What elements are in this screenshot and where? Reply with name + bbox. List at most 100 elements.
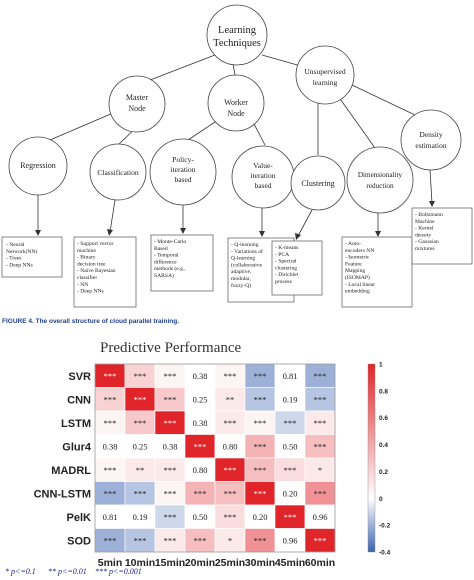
heatmap-cell-label: ***: [164, 371, 177, 381]
leaf-line: - Deep NNs: [6, 262, 33, 268]
heatmap-cell-label: ***: [134, 371, 147, 381]
heatmap-cell-label: 0.80: [223, 441, 238, 451]
leaf-line: - Support vector: [77, 241, 113, 247]
heatmap-cell-label: ***: [314, 418, 327, 428]
leaf-line: - Kernel: [415, 226, 434, 232]
heatmap-cell-label: ***: [164, 418, 177, 428]
heatmap-cell-label: ***: [104, 535, 117, 545]
leaf-text-classification: - Support vector machine - Binary decision …: [77, 241, 116, 295]
heatmap-cell-label: 0.38: [163, 441, 178, 451]
heatmap-cell-label: ***: [104, 371, 117, 381]
leaf-line: - Trees: [6, 256, 21, 262]
heatmap-row-label: Glur4: [62, 441, 92, 453]
heatmap-cell-label: 0.50: [283, 441, 298, 451]
tree-node-density: Density estimation: [400, 109, 462, 171]
colorbar-gradient: [367, 363, 376, 553]
heatmap-row-label: SVR: [68, 371, 91, 383]
arrow-dimred-leaf: [375, 231, 381, 237]
heatmap-cell-label: ***: [314, 488, 327, 498]
leaf-line: difference: [154, 258, 177, 265]
leaf-box-clustering: - K-means - PCA - Spectral clustering - Diri…: [271, 240, 323, 296]
heatmap-cell-label: ***: [164, 465, 177, 475]
leaf-line: clustering: [275, 265, 297, 271]
leaf-line: (ISOMAP): [345, 274, 370, 281]
leaf-line: - Monte-Carlo: [154, 239, 186, 245]
leaf-line: - Variations of: [231, 248, 263, 255]
heatmap-cell-label: 0.96: [283, 535, 298, 545]
leaf-line: - Neural: [6, 242, 25, 248]
heatmap-cell-label: ***: [284, 418, 297, 428]
tree-node-regression: Regression: [8, 136, 68, 196]
heatmap-cell-label: 0.96: [313, 512, 328, 522]
leaf-line: process: [275, 279, 292, 285]
colorbar-tick-label: 0.6: [379, 415, 388, 422]
heatmap-cell-label: **: [226, 394, 235, 404]
tree-node-master: Master Node: [108, 75, 166, 133]
heatmap-cell-label: ***: [164, 488, 177, 498]
heatmap-cell-label: ***: [224, 488, 237, 498]
arrow-clustering-leaf: [295, 233, 301, 240]
significance-legend-item: * p<=0.1: [5, 567, 36, 576]
leaf-line: Mapping: [345, 268, 365, 274]
heatmap-column-label: 60min: [305, 557, 335, 569]
edge-root-master: [149, 54, 216, 81]
tree-node-dimred: Dimensionality reduction: [346, 146, 414, 214]
heatmap-cell-label: ***: [254, 371, 267, 381]
heatmap-cell-label: ***: [254, 465, 267, 475]
arrow-policy-leaf: [180, 228, 186, 234]
heatmap-cell-label: ***: [284, 512, 297, 522]
leaf-box-regression: - Neural Network(NN) - Trees - Deep NNs: [1, 236, 63, 278]
leaf-box-policy: - Monte-Carlo Based - Temporal difference me…: [150, 234, 214, 292]
heatmap-row-label: PelK: [67, 512, 92, 524]
tree-node-policy: Policy-iteration based: [149, 138, 217, 206]
heatmap-cell-label: 0.81: [103, 512, 118, 522]
heatmap-column-label: 25min: [215, 557, 245, 569]
tree-node-clustering: Clustering: [290, 155, 346, 211]
heatmap-cell-label: ***: [104, 465, 117, 475]
heatmap-cell-label: 0.80: [193, 465, 208, 475]
edge-classification-leaf: [109, 199, 116, 233]
tree-node-unsupervised: Unsupervised learning: [295, 45, 355, 105]
heatmap-cell-label: ***: [224, 512, 237, 522]
significance-legend-item: *** p<=0.001: [95, 567, 142, 576]
leaf-line: Q-learning: [231, 256, 255, 262]
significance-legend: * p<=0.1 ** p<=0.01 *** p<=0.001: [5, 567, 142, 576]
leaf-text-policy: - Monte-Carlo Based - Temporal difference me…: [154, 239, 186, 279]
heatmap-cell-label: ***: [194, 488, 207, 498]
leaf-box-density: - Boltzmann Machine - Kernel density - Gauss…: [411, 207, 473, 265]
heatmap-column-label: 20min: [185, 557, 215, 569]
leaf-line: density: [415, 232, 431, 238]
heatmap-cell-label: ***: [104, 488, 117, 498]
heatmap-cell-label: 0.81: [283, 371, 298, 381]
heatmap-cell-label: ***: [224, 371, 237, 381]
heatmap-cell-label: ***: [224, 465, 237, 475]
leaf-text-regression: - Neural Network(NN) - Trees - Deep NNs: [6, 242, 38, 268]
tree-node-value: Value-iteration based: [231, 145, 295, 209]
edge-unsup-density: [349, 83, 416, 116]
heatmap-cell-label: ***: [164, 394, 177, 404]
heatmap-cell-label: ***: [104, 418, 117, 428]
heatmap-cell-label: ***: [164, 512, 177, 522]
colorbar-tick-label: 0.4: [379, 442, 388, 449]
heatmap-cell-label: 0.19: [133, 512, 148, 522]
figure-caption: FIGURE 4. The overall structure of cloud…: [2, 318, 179, 325]
leaf-line: - K-means: [275, 245, 298, 251]
leaf-box-classification: - Support vector machine - Binary decision …: [73, 236, 137, 308]
heatmap-row-label: CNN-LSTM: [34, 488, 91, 500]
leaf-line: decision tree: [77, 261, 106, 267]
heatmap-title: Predictive Performance: [100, 340, 242, 356]
edge-unsup-dimred: [337, 95, 376, 149]
predictive-performance-heatmap: Predictive Performance *** *** *** 0.38 *** *…: [5, 340, 391, 576]
leaf-line: (collaborative: [231, 261, 263, 268]
heatmap-cell-label: ***: [254, 535, 267, 545]
arrow-regression-leaf: [35, 230, 41, 236]
technique-tree-diagram: Learning Techniques Master Node Worker Node…: [1, 4, 473, 308]
leaf-line: classifier: [77, 274, 97, 281]
leaf-line: mixtures: [415, 246, 435, 252]
leaf-text-density: - Boltzmann Machine - Kernel density - Gauss…: [415, 212, 443, 252]
heatmap-cell-label: ***: [254, 441, 267, 451]
